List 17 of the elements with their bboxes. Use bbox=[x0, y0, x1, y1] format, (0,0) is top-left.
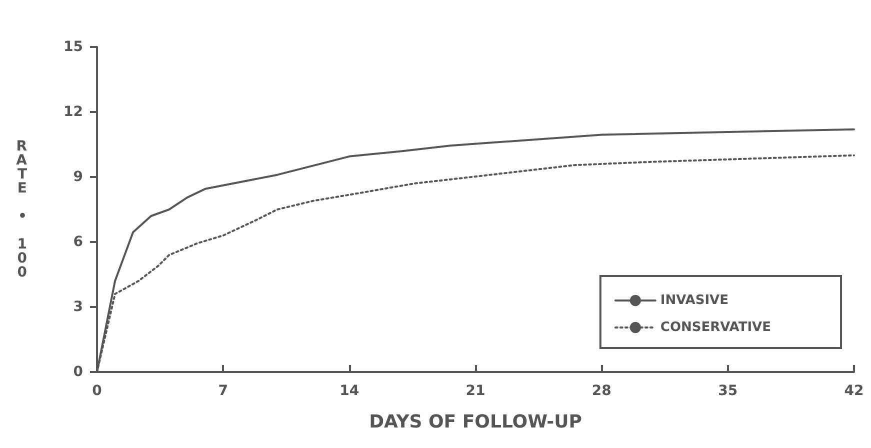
y-tick-label: 15 bbox=[64, 39, 83, 55]
x-tick-label: 42 bbox=[844, 383, 864, 399]
x-tick-label: 21 bbox=[466, 383, 486, 399]
legend-label: CONSERVATIVE bbox=[660, 320, 772, 335]
y-tick-label: 6 bbox=[73, 234, 83, 250]
y-tick-label: 9 bbox=[73, 169, 83, 185]
x-tick-label: 35 bbox=[718, 383, 738, 399]
x-tick-label: 0 bbox=[92, 383, 102, 399]
x-tick-label: 28 bbox=[592, 383, 612, 399]
legend-label: INVASIVE bbox=[660, 293, 729, 308]
y-tick-label: 3 bbox=[73, 299, 83, 315]
y-tick-label: 0 bbox=[73, 364, 84, 380]
y-tick-label: 12 bbox=[64, 104, 83, 120]
x-tick-label: 14 bbox=[340, 383, 360, 399]
x-tick-label: 7 bbox=[218, 383, 228, 399]
x-axis-title: DAYS OF FOLLOW-UP bbox=[369, 412, 582, 432]
y-axis-title: RATE • 100 bbox=[16, 138, 28, 280]
